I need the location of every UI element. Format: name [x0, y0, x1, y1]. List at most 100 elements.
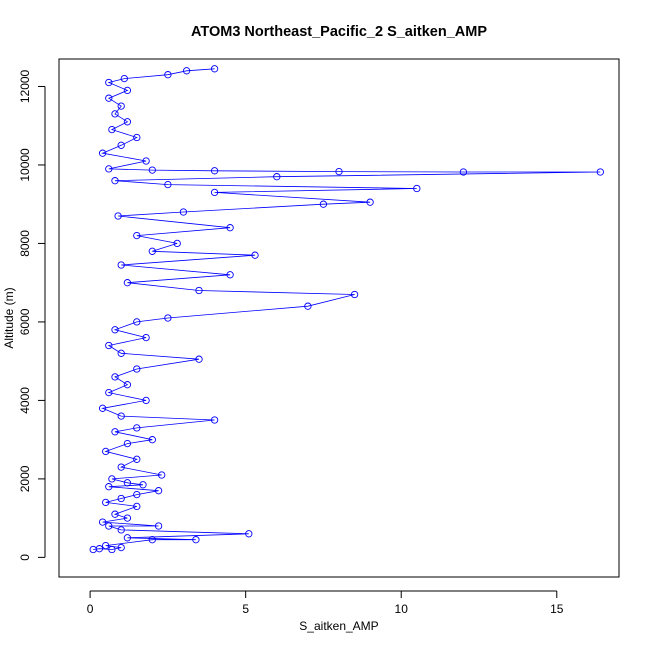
- data-point: [117, 412, 125, 420]
- data-point: [98, 518, 107, 526]
- data-point: [133, 365, 141, 373]
- plot-area-frame: [58, 58, 620, 578]
- data-point: [123, 279, 132, 287]
- x-tick-label: 15: [550, 602, 564, 616]
- data-point: [148, 536, 156, 544]
- data-point: [133, 502, 141, 511]
- data-point: [111, 110, 119, 118]
- data-point: [117, 494, 125, 503]
- data-point: [164, 71, 172, 79]
- data-point: [123, 381, 132, 389]
- data-point: [192, 536, 200, 544]
- data-point: [105, 388, 113, 397]
- data-point: [142, 157, 150, 165]
- data-point: [210, 65, 219, 73]
- data-point: [195, 355, 203, 363]
- data-point: [210, 188, 219, 197]
- data-point: [133, 455, 141, 463]
- data-point: [111, 373, 119, 381]
- data-point: [123, 479, 132, 487]
- data-point: [273, 173, 281, 181]
- data-point: [182, 67, 191, 75]
- data-point: [123, 439, 132, 448]
- data-point: [117, 543, 125, 552]
- data-point: [108, 125, 116, 134]
- y-tick-label: 6000: [18, 308, 32, 335]
- data-point: [95, 545, 104, 553]
- data-point: [413, 184, 421, 193]
- data-point: [154, 487, 163, 495]
- data-point: [142, 333, 150, 342]
- data-point: [304, 302, 312, 310]
- series-line: [93, 68, 601, 550]
- data-point: [114, 212, 122, 220]
- data-point: [195, 286, 203, 295]
- data-point: [120, 74, 128, 83]
- data-point: [251, 251, 259, 259]
- data-point: [105, 165, 113, 173]
- data-point: [111, 428, 119, 436]
- data-point: [117, 261, 125, 269]
- data-point: [245, 530, 253, 538]
- x-tick-label: 10: [395, 602, 409, 616]
- data-point: [108, 475, 116, 483]
- data-point: [117, 349, 125, 357]
- x-axis: 0 5 10 15: [87, 590, 564, 616]
- y-tick-label: 0: [18, 554, 32, 561]
- chart-title: ATOM3 Northeast_Pacific_2 S_aitken_AMP: [191, 24, 487, 40]
- data-point: [226, 224, 234, 232]
- data-point: [148, 247, 156, 255]
- data-point: [117, 526, 125, 534]
- data-point: [102, 498, 110, 507]
- data-point: [164, 314, 172, 322]
- y-tick-label: 12000: [18, 69, 32, 103]
- data-point: [111, 177, 119, 185]
- data-point: [105, 94, 113, 102]
- data-point: [102, 541, 110, 550]
- data-point: [148, 436, 156, 444]
- data-point: [105, 483, 113, 491]
- data-point: [111, 510, 119, 518]
- data-point: [350, 290, 359, 299]
- data-point: [98, 149, 107, 157]
- data-point: [210, 416, 219, 424]
- data-point: [133, 490, 141, 499]
- data-point: [123, 86, 132, 95]
- data-point: [226, 271, 234, 279]
- data-point: [596, 168, 604, 176]
- data-point: [319, 200, 328, 208]
- data-point: [117, 463, 125, 471]
- data-point: [105, 522, 113, 530]
- data-point: [133, 231, 141, 240]
- data-point: [154, 522, 163, 530]
- data-point: [459, 168, 468, 176]
- data-point: [133, 318, 141, 326]
- data-point: [108, 545, 116, 554]
- data-point: [139, 481, 147, 489]
- data-point: [173, 239, 181, 248]
- x-tick-label: 5: [242, 602, 249, 616]
- data-point: [179, 208, 188, 216]
- y-tick-label: 4000: [18, 387, 32, 414]
- data-point: [102, 447, 110, 456]
- y-tick-label: 2000: [18, 465, 32, 492]
- data-point: [123, 514, 132, 522]
- x-axis-label: S_aitken_AMP: [299, 619, 378, 633]
- data-point: [98, 404, 107, 412]
- data-point: [164, 180, 172, 189]
- data-series: [89, 65, 604, 554]
- data-point: [117, 102, 125, 110]
- data-point: [335, 167, 343, 176]
- data-point: [366, 198, 374, 206]
- data-point: [123, 118, 132, 126]
- data-point: [158, 471, 166, 479]
- data-point: [142, 396, 150, 405]
- data-point: [105, 78, 113, 87]
- x-tick-label: 0: [87, 602, 94, 616]
- data-point: [210, 167, 219, 175]
- y-tick-label: 10000: [18, 148, 32, 182]
- y-tick-label: 8000: [18, 230, 32, 257]
- data-point: [133, 133, 141, 142]
- data-point: [148, 166, 156, 174]
